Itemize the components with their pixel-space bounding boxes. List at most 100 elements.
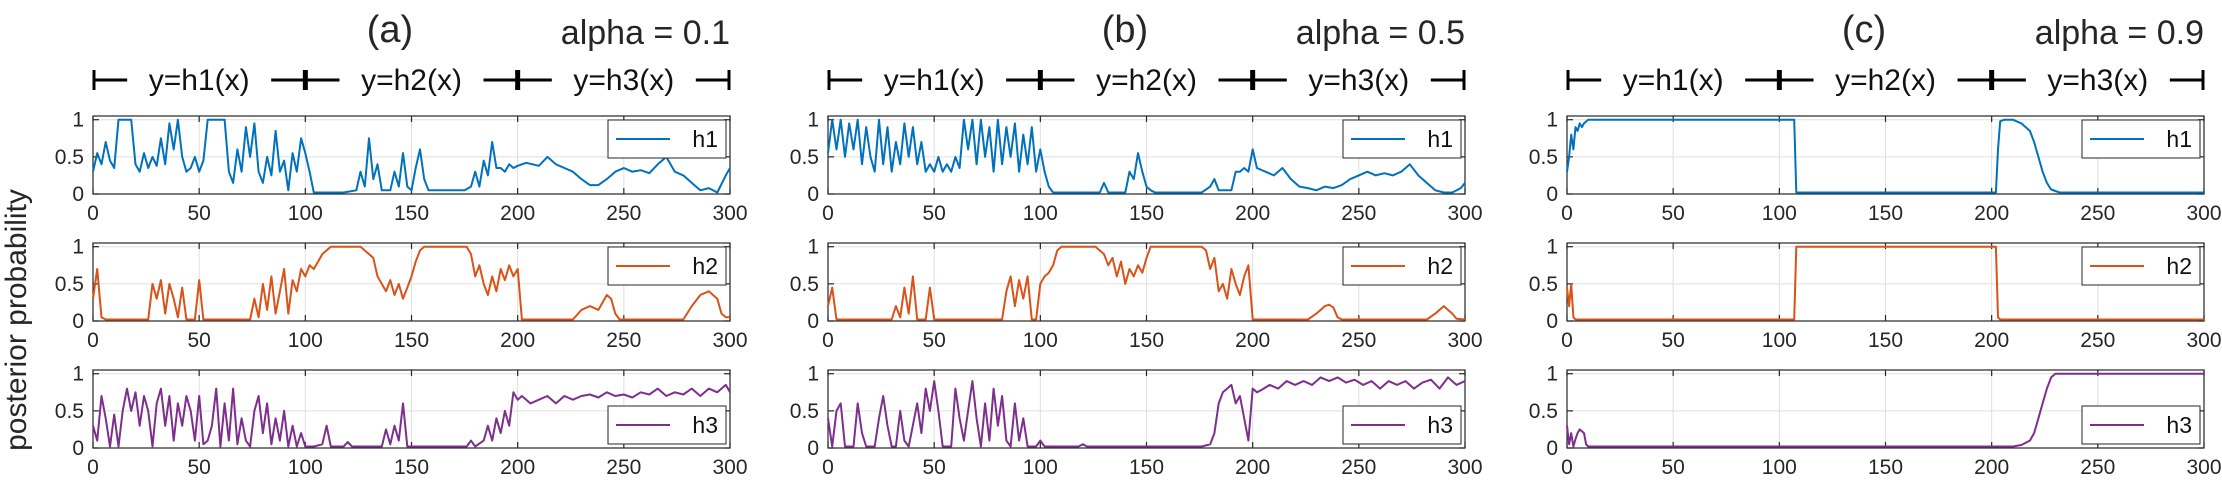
x-tick-label: 200: [1974, 202, 2009, 225]
subplot-h2: 0 50 100 150 200 250 300 0 0.5 1 h2: [790, 236, 1483, 352]
subplot-h1: 0 50 100 150 200 250 300 0 0.5 1 h1: [55, 109, 748, 225]
x-tick-label: 0: [1561, 329, 1573, 352]
y-axis-label: posterior probability: [0, 189, 33, 451]
x-tick-label: 100: [1762, 202, 1797, 225]
y-tick-label: 0: [807, 183, 819, 206]
legend: h2: [1342, 246, 1462, 286]
x-tick-label: 250: [2080, 202, 2115, 225]
y-tick-label: 1: [1546, 236, 1558, 259]
x-tick-label: 300: [1447, 329, 1482, 352]
y-tick-label: 1: [807, 236, 819, 259]
x-tick-label: 0: [1561, 202, 1573, 225]
y-tick-label: 0.5: [1529, 146, 1558, 169]
series-line-h3: [1566, 372, 2204, 448]
legend: h3: [2081, 405, 2201, 445]
x-tick-label: 0: [87, 202, 99, 225]
x-tick-label: 50: [922, 329, 945, 352]
segment-bracket: y=h2(x): [1039, 64, 1254, 97]
series-line-h3: [827, 376, 1466, 448]
series-line-h2: [1566, 245, 2204, 321]
x-tick-label: 150: [1868, 456, 1903, 479]
subplot-h2: 0 50 100 150 200 250 300 0 0.5 1 h2: [1529, 236, 2222, 352]
legend-label: h1: [692, 126, 718, 152]
segment-label: y=h1(x): [149, 64, 250, 97]
segment-label: y=h2(x): [361, 64, 462, 97]
x-tick-label: 250: [606, 202, 641, 225]
panel-label: (c): [1842, 9, 1886, 51]
y-tick-label: 0: [807, 437, 819, 460]
panel-title: alpha = 0.5: [1296, 14, 1465, 52]
y-tick-label: 1: [72, 236, 84, 259]
chart-panel-2: (b) alpha = 0.5y=h1(x) y=h2(x) y=h3(x)0 50 10…: [790, 9, 1483, 479]
subplot-h3: 0 50 100 150 200 250 300 0 0.5 1 h3: [55, 363, 748, 479]
x-tick-label: 0: [1561, 456, 1573, 479]
y-tick-label: 0: [807, 310, 819, 333]
x-tick-label: 0: [822, 202, 834, 225]
x-tick-label: 150: [1868, 329, 1903, 352]
subplot-h3: 0 50 100 150 200 250 300 0 0.5 1 h3: [790, 363, 1483, 479]
segment-label: y=h3(x): [573, 64, 674, 97]
y-tick-label: 1: [807, 363, 819, 386]
legend-label: h2: [1427, 253, 1453, 279]
x-tick-label: 250: [1341, 202, 1376, 225]
panels: (a) alpha = 0.1y=h1(x) y=h2(x) y=h3(x)0 50 10…: [55, 9, 2222, 479]
legend-label: h1: [2166, 126, 2192, 152]
x-tick-label: 0: [822, 456, 834, 479]
x-tick-label: 200: [500, 456, 535, 479]
x-tick-label: 100: [288, 329, 323, 352]
y-tick-label: 0.5: [55, 146, 84, 169]
y-tick-label: 0.5: [55, 273, 84, 296]
x-tick-label: 0: [87, 329, 99, 352]
x-tick-label: 250: [2080, 329, 2115, 352]
y-tick-label: 0.5: [1529, 273, 1558, 296]
segment-label: y=h3(x): [1308, 64, 1409, 97]
panel-label: (a): [367, 9, 413, 51]
y-tick-label: 0.5: [790, 400, 819, 423]
x-tick-label: 150: [1129, 329, 1164, 352]
x-tick-label: 50: [187, 202, 210, 225]
x-tick-label: 100: [1762, 456, 1797, 479]
y-tick-label: 0.5: [790, 273, 819, 296]
x-tick-label: 50: [187, 456, 210, 479]
x-tick-label: 150: [1129, 202, 1164, 225]
legend-label: h2: [692, 253, 718, 279]
x-tick-label: 200: [1235, 329, 1270, 352]
x-tick-label: 50: [1661, 202, 1684, 225]
x-tick-label: 100: [1023, 456, 1058, 479]
y-tick-label: 0.5: [1529, 400, 1558, 423]
x-tick-label: 100: [288, 202, 323, 225]
y-tick-label: 0.5: [790, 146, 819, 169]
x-tick-label: 300: [2186, 329, 2221, 352]
y-tick-label: 1: [72, 363, 84, 386]
legend-label: h3: [2166, 412, 2192, 438]
legend-label: h3: [1427, 412, 1453, 438]
legend: h1: [2081, 119, 2201, 159]
y-tick-label: 0: [1546, 310, 1558, 333]
series-line-h3: [92, 383, 731, 448]
y-tick-label: 0: [72, 310, 84, 333]
x-tick-label: 300: [712, 456, 747, 479]
y-tick-label: 1: [1546, 363, 1558, 386]
segment-bracket: y=h2(x): [1778, 64, 1993, 97]
x-tick-label: 250: [606, 456, 641, 479]
x-tick-label: 50: [922, 202, 945, 225]
subplot-h2: 0 50 100 150 200 250 300 0 0.5 1 h2: [55, 236, 748, 352]
x-tick-label: 100: [288, 456, 323, 479]
x-tick-label: 300: [712, 202, 747, 225]
x-tick-label: 100: [1762, 329, 1797, 352]
x-tick-label: 100: [1023, 202, 1058, 225]
legend: h3: [1342, 405, 1462, 445]
segment-bracket: y=h1(x): [1566, 64, 1780, 97]
legend: h1: [1342, 119, 1462, 159]
series-line-h2: [92, 245, 730, 321]
panel-title: alpha = 0.9: [2035, 14, 2204, 52]
x-tick-label: 0: [822, 329, 834, 352]
legend: h1: [607, 119, 727, 159]
x-tick-label: 300: [712, 329, 747, 352]
y-tick-label: 0: [1546, 437, 1558, 460]
chart-panel-3: (c) alpha = 0.9y=h1(x) y=h2(x) y=h3(x)0 50 10…: [1529, 9, 2222, 479]
y-tick-label: 1: [72, 109, 84, 132]
legend: h3: [607, 405, 727, 445]
legend: h2: [2081, 246, 2201, 286]
